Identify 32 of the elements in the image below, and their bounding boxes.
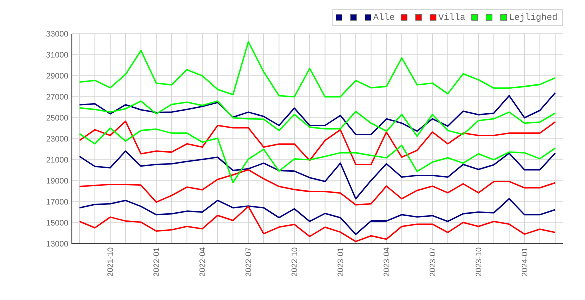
y-tick-label: 13000 <box>46 241 68 247</box>
line-series <box>79 92 556 136</box>
x-tick-label: 2023-07 <box>430 248 436 277</box>
y-tick-label: 29000 <box>46 73 68 79</box>
x-tick-label: 2022-04 <box>200 248 206 277</box>
y-tick-label: 23000 <box>46 136 68 142</box>
x-tick-label: 2023-01 <box>338 248 344 277</box>
y-tick-label: 19000 <box>46 178 68 184</box>
x-tick-label: 2021-10 <box>108 248 114 277</box>
line-series <box>79 100 556 138</box>
x-tick-label: 2022-07 <box>246 248 252 277</box>
y-tick-label: 21000 <box>46 157 68 163</box>
x-tick-label: 2024-01 <box>522 248 528 277</box>
legend-label: Villa <box>438 14 466 20</box>
line-series <box>79 41 556 98</box>
line-series <box>79 206 556 242</box>
x-tick-label: 2022-10 <box>292 248 298 277</box>
line-series <box>79 169 556 206</box>
y-tick-label: 15000 <box>46 220 68 226</box>
line-series <box>79 150 556 200</box>
x-tick-label: 2023-10 <box>476 248 482 277</box>
line-series <box>79 128 556 184</box>
y-tick-label: 17000 <box>46 199 68 205</box>
y-tick-label: 25000 <box>46 115 68 121</box>
y-tick-label: 31000 <box>46 52 68 58</box>
legend-label: Alle <box>374 14 395 20</box>
line-series <box>79 198 556 236</box>
legend-label: Lejlighed <box>510 14 557 22</box>
y-tick-label: 27000 <box>46 94 68 100</box>
x-tick-label: 2022-01 <box>154 248 160 277</box>
x-tick-label: 2023-04 <box>384 248 390 277</box>
y-tick-label: 33000 <box>46 31 68 37</box>
